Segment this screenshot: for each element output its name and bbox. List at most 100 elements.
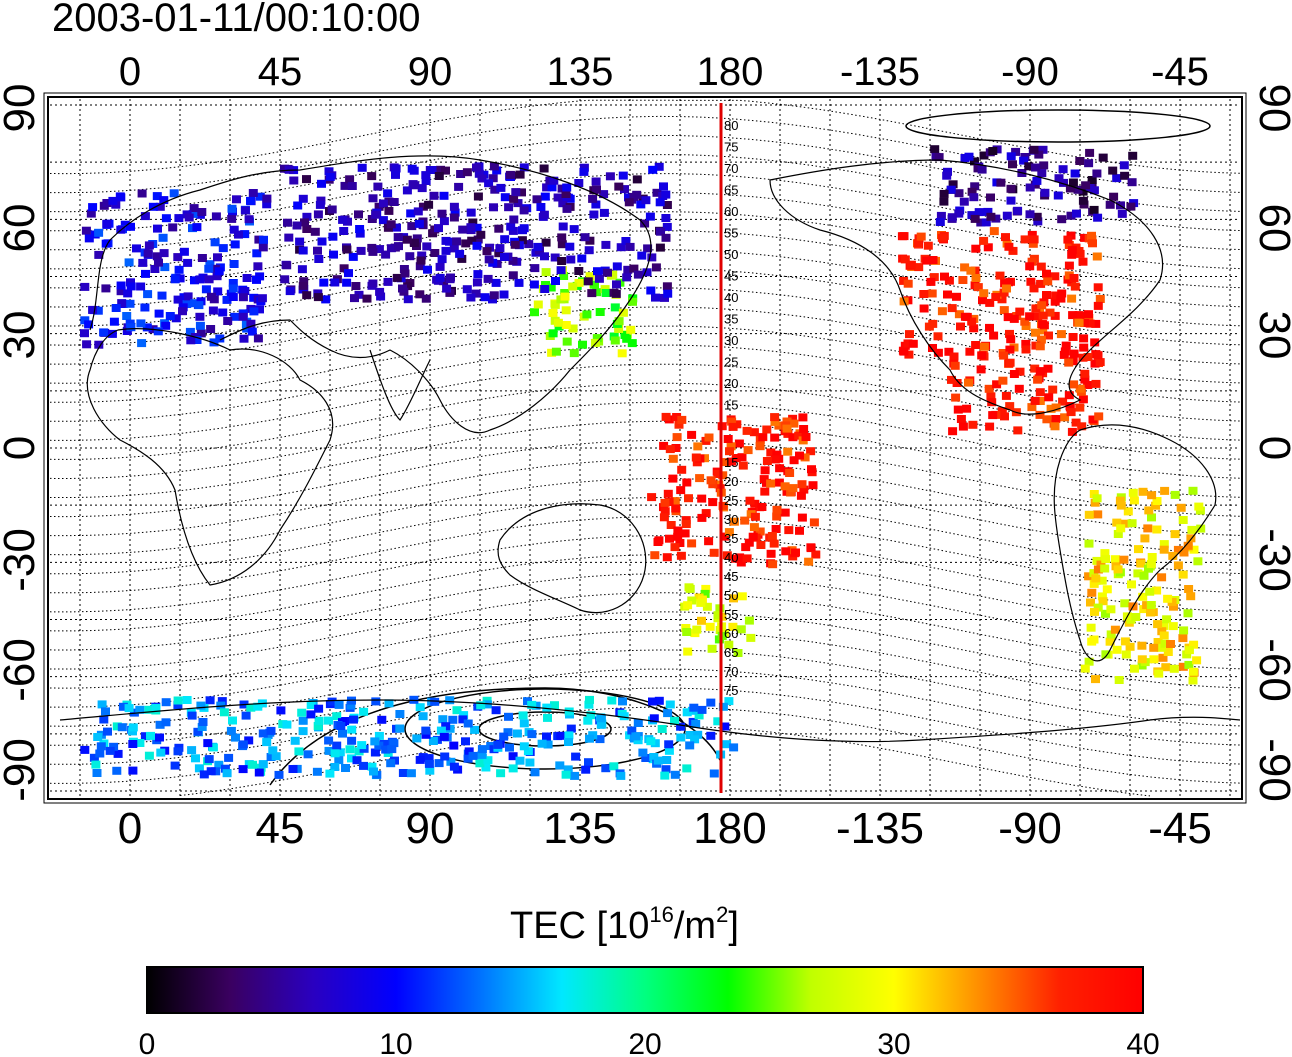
tec-pixel (1113, 530, 1123, 538)
tec-pixel (655, 198, 665, 207)
tec-pixel (239, 334, 249, 343)
tec-pixel (1057, 215, 1067, 224)
tec-pixel (583, 716, 593, 725)
tec-pixel (315, 200, 325, 209)
tec-pixel (1173, 545, 1183, 554)
contour-label: 60 (724, 204, 738, 219)
tec-pixel (1068, 178, 1078, 187)
tec-pixel (173, 253, 183, 262)
tec-pixel (155, 202, 165, 211)
tec-pixel (1137, 655, 1147, 664)
tec-pixel (462, 285, 472, 294)
tec-pixel (719, 532, 729, 541)
tec-pixel (548, 329, 558, 338)
tec-pixel (798, 413, 808, 422)
tec-pixel (1184, 660, 1194, 669)
tec-pixel (687, 430, 697, 439)
tec-pixel (1133, 569, 1143, 578)
tec-pixel (524, 240, 534, 249)
tec-pixel (387, 745, 397, 754)
tec-pixel (1144, 506, 1154, 515)
contour-label: 65 (724, 645, 738, 660)
tec-pixel (302, 291, 312, 300)
tec-pixel (1075, 157, 1085, 165)
tec-pixel (319, 278, 329, 287)
tec-pixel (970, 157, 979, 166)
tec-pixel (701, 584, 711, 593)
tec-pixel (508, 752, 518, 761)
tec-pixel (137, 339, 147, 348)
tec-pixel (618, 308, 628, 317)
tec-pixel (1145, 587, 1155, 596)
tec-pixel (466, 223, 476, 232)
tec-pixel (601, 240, 611, 249)
tec-pixel (1147, 553, 1157, 561)
tec-pixel (174, 265, 184, 274)
tec-pixel (417, 184, 427, 193)
tec-pixel (1078, 395, 1088, 404)
tec-pixel (541, 268, 551, 277)
mag-lat-contour (49, 173, 1241, 251)
coastline (89, 155, 652, 434)
mag-lat-contour (49, 306, 1241, 384)
tec-pixel (954, 189, 964, 198)
tec-pixel (706, 698, 716, 707)
tec-pixel (661, 214, 671, 222)
mag-lat-contour (49, 344, 1241, 422)
tec-pixel (743, 446, 753, 455)
tec-pixel (772, 505, 782, 514)
tec-pixel (519, 163, 529, 172)
tec-pixel (1183, 609, 1193, 618)
tec-pixel (194, 301, 204, 310)
tec-pixel (1127, 580, 1136, 589)
tec-pixel (1035, 342, 1045, 351)
colorbar-title-mid: /m (673, 905, 717, 947)
tec-pixel (504, 203, 514, 212)
tec-pixel (384, 206, 394, 215)
tec-pixel (477, 750, 487, 759)
tec-pixel (676, 551, 686, 560)
tec-pixel (197, 208, 207, 216)
tec-pixel (744, 538, 754, 547)
timestamp-title: 2003-01-11/00:10:00 (52, 0, 421, 40)
tec-pixel (561, 770, 571, 779)
tec-pixel (659, 182, 668, 191)
tec-pixel (607, 696, 617, 705)
tec-pixel (1013, 426, 1023, 435)
tec-pixel (1084, 657, 1094, 666)
tec-pixel (789, 456, 799, 465)
tec-pixel (241, 711, 251, 720)
tec-pixel (536, 203, 546, 211)
tec-pixel (430, 249, 440, 257)
tec-pixel (971, 341, 981, 349)
tec-pixel (219, 708, 229, 717)
tec-pixel (682, 764, 692, 773)
tec-pixel (749, 523, 759, 532)
tec-pixel (1160, 639, 1170, 648)
tec-pixel (509, 194, 519, 203)
tec-pixel (132, 244, 141, 253)
tec-pixel (1100, 549, 1110, 558)
tec-pixel (477, 745, 487, 754)
tec-pixel (442, 284, 452, 293)
lat-tick-right: 90 (1250, 84, 1292, 133)
tec-pixel (623, 265, 633, 274)
tec-pixel (999, 288, 1009, 297)
tec-pixel (342, 278, 352, 287)
tec-pixel (1038, 320, 1048, 329)
tec-pixel (697, 705, 707, 714)
tec-pixel (414, 219, 424, 228)
tec-pixel (434, 224, 443, 233)
tec-pixel (1020, 317, 1030, 326)
tec-pixel (1069, 274, 1079, 282)
tec-pixel (82, 340, 92, 349)
tec-pixel (564, 738, 573, 746)
tec-pixel (386, 220, 396, 229)
tec-pixel (491, 278, 501, 287)
tec-pixel (297, 708, 307, 717)
tec-pixel (185, 327, 195, 336)
tec-pixel (947, 304, 957, 313)
tec-data-pixels (80, 145, 1206, 780)
tec-pixel (905, 330, 914, 339)
tec-pixel (1112, 174, 1122, 183)
